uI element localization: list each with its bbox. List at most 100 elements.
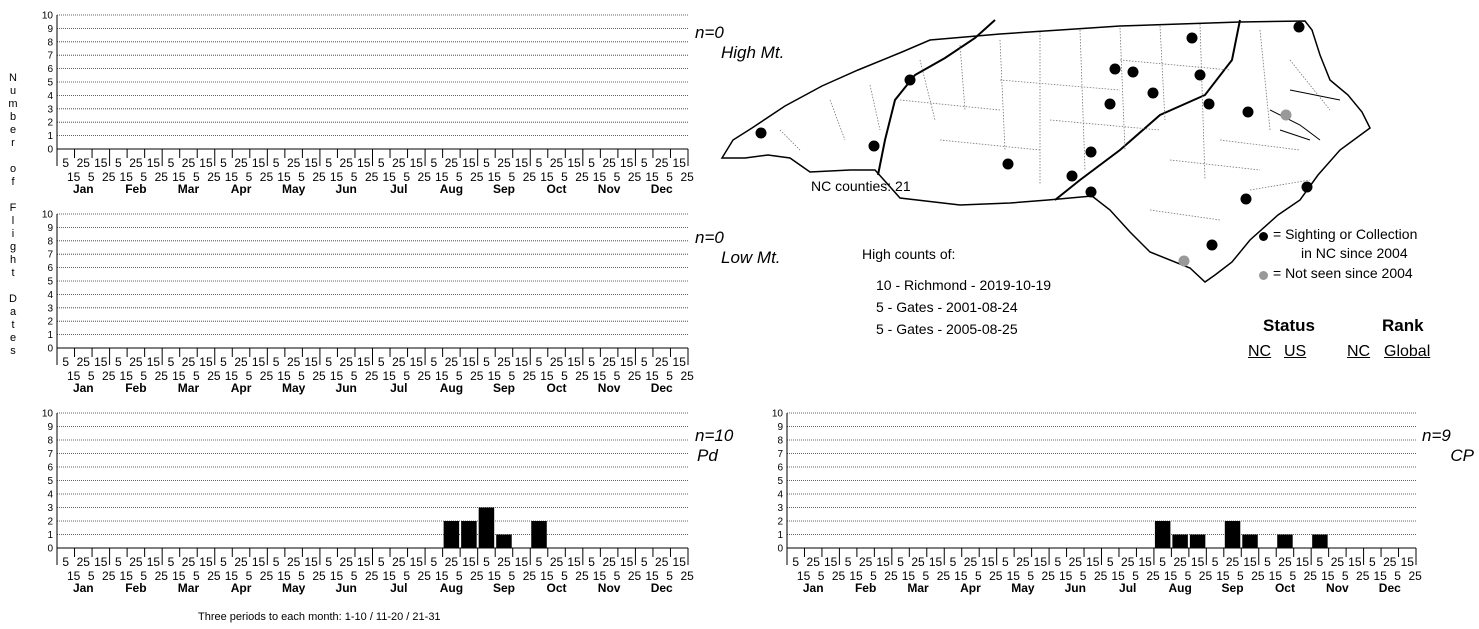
period-label-bottom: 15 [593,569,607,583]
period-label-top: 25 [77,156,91,170]
period-label-bottom: 25 [1251,569,1265,583]
period-label-top: 15 [673,156,687,170]
period-label-bottom: 5 [1080,569,1087,583]
month-label: Apr [960,581,981,595]
period-label-bottom: 25 [884,569,898,583]
period-label-top: 25 [182,355,196,369]
period-label-top: 15 [304,555,318,569]
period-label-bottom: 5 [298,170,305,184]
y-tick-label: 8 [47,37,53,48]
period-label-bottom: 25 [575,569,589,583]
high-counts-title: High counts of: [862,246,956,262]
period-label-bottom: 5 [1394,569,1401,583]
month-label: Sep [493,381,515,395]
y-tick-label: 1 [47,131,53,142]
month-label: May [282,581,306,595]
period-label-top: 25 [340,355,354,369]
period-label-bottom: 25 [1042,569,1056,583]
month-label: Oct [547,182,567,196]
y-tick-label: 0 [47,145,53,156]
map-dot-recent [1066,170,1078,182]
period-label-bottom: 15 [277,569,291,583]
period-label-bottom: 5 [140,170,147,184]
period-label-top: 25 [550,355,564,369]
period-label-top: 15 [252,355,266,369]
period-label-top: 25 [445,355,459,369]
period-label-bottom: 5 [456,170,463,184]
period-label-bottom: 5 [140,369,147,383]
rank-header: Rank [1382,316,1424,335]
y-tick-label: 2 [47,517,53,528]
period-label-bottom: 15 [67,369,81,383]
period-label-top: 5 [168,555,175,569]
period-label-bottom: 5 [351,170,358,184]
period-label-top: 5 [431,156,438,170]
status-header: Status [1263,316,1315,335]
period-label-bottom: 5 [509,369,516,383]
period-label-top: 15 [567,555,581,569]
y-tick-label: 8 [47,436,53,447]
period-label-bottom: 15 [120,170,134,184]
month-label: Jun [336,381,357,395]
period-label-top: 15 [199,555,213,569]
period-label-bottom: 5 [403,569,410,583]
rank-nc: NC [1347,343,1371,360]
period-label-top: 5 [1369,555,1376,569]
period-label-top: 5 [588,355,595,369]
month-label: Sep [493,581,515,595]
nc-state-outline [720,20,1371,283]
y-tick-label: 6 [777,463,783,474]
period-label-top: 5 [325,355,332,369]
month-label: Jun [1065,581,1086,595]
period-label-bottom: 15 [540,170,554,184]
period-label-top: 15 [515,555,529,569]
y-tick-label: 0 [47,344,53,355]
period-label-bottom: 5 [1289,569,1296,583]
period-label-top: 25 [129,156,143,170]
map-dot-recent [868,140,880,152]
y-tick-label: 1 [47,330,53,341]
period-label-bottom: 15 [67,569,81,583]
period-label-bottom: 25 [1094,569,1108,583]
period-label-bottom: 25 [1304,569,1318,583]
period-label-top: 15 [94,355,108,369]
period-label-top: 25 [234,156,248,170]
period-label-top: 15 [567,156,581,170]
period-label-bottom: 25 [470,569,484,583]
period-label-bottom: 15 [225,569,239,583]
month-label: Jul [390,581,407,595]
period-label-top: 5 [378,555,385,569]
legend-recent-dot [1259,232,1268,241]
period-label-bottom: 25 [102,369,116,383]
period-label-top: 15 [462,555,476,569]
period-label-top: 15 [620,156,634,170]
period-label-top: 25 [392,156,406,170]
period-label-bottom: 25 [365,369,379,383]
map-dot-recent [1194,69,1206,81]
period-label-bottom: 25 [680,369,694,383]
period-label-bottom: 5 [246,369,253,383]
month-label: Aug [1168,581,1191,595]
legend-recent-label-2: in NC since 2004 [1301,245,1408,261]
n-count-label: n=0 [695,228,724,247]
map-dot-recent [1002,158,1014,170]
month-label: Oct [547,581,567,595]
period-label-bottom: 15 [488,369,502,383]
period-label-bottom: 25 [470,369,484,383]
y-tick-label: 2 [777,517,783,528]
period-label-bottom: 15 [1059,569,1073,583]
y-tick-label: 5 [47,78,53,89]
month-label: May [282,381,306,395]
period-label-bottom: 15 [1007,569,1021,583]
bar [496,534,512,548]
period-label-top: 5 [273,156,280,170]
chart-2: 0123456789105152551525515255152551525515… [42,210,781,396]
month-label: Jan [73,381,94,395]
period-label-top: 25 [550,555,564,569]
period-label-bottom: 25 [1356,569,1370,583]
period-label-bottom: 25 [312,369,326,383]
period-label-bottom: 15 [330,569,344,583]
period-label-bottom: 5 [351,569,358,583]
month-label: Oct [547,381,567,395]
